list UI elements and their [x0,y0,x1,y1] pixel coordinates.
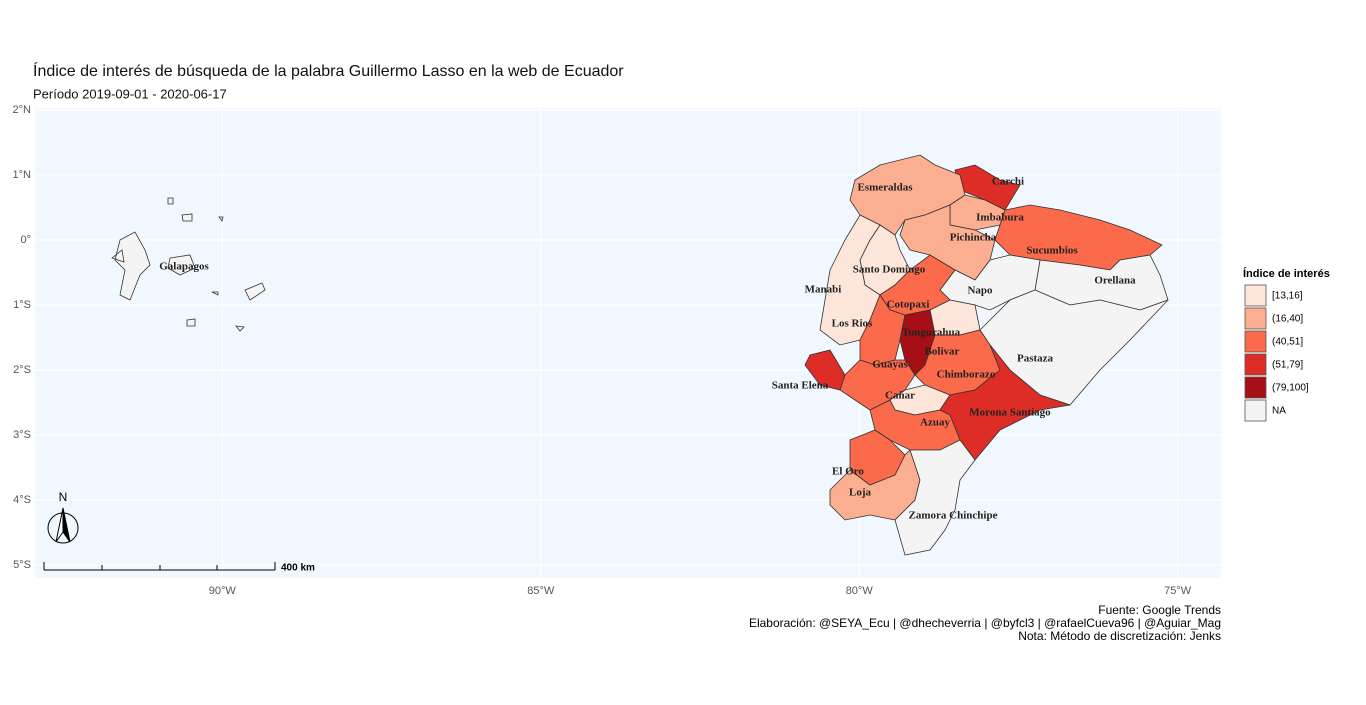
legend-label: NA [1272,406,1286,417]
x-tick-label: 75°W [1164,585,1192,597]
legend-label: (16,40] [1272,314,1303,325]
province-label: Esmeraldas [858,182,914,194]
legend-swatch [1244,330,1267,353]
y-tick-label: 3°S [13,429,31,441]
province-label: Pichincha [950,232,997,244]
y-tick-label: 1°S [13,299,31,311]
north-label: N [59,490,68,504]
legend-label: (40,51] [1272,337,1303,348]
legend-swatch [1244,353,1267,376]
caption-line: Nota: Método de discretización: Jenks [1018,629,1221,643]
province-label: Zamora Chinchipe [909,510,998,522]
province-label: Chimborazo [937,369,996,381]
province-label: Manabi [805,284,842,296]
title: Índice de interés de búsqueda de la pala… [33,61,624,80]
province-label: Pastaza [1017,353,1054,365]
scale-bar-label: 400 km [281,563,315,574]
province-label: El Oro [832,466,864,478]
province-label: Orellana [1094,275,1136,287]
caption-line: Fuente: Google Trends [1098,603,1221,617]
y-tick-label: 1°N [13,169,32,181]
scale-bar [43,562,276,571]
province-label: Morona Santiago [969,407,1051,419]
province-label: Azuay [920,417,950,429]
province-shape [804,349,846,391]
province-label: Loja [849,487,872,499]
province-label: Bolivar [925,346,960,358]
y-tick-label: 2°S [13,364,31,376]
province-label: Los Rios [832,318,873,330]
y-tick-label: 4°S [13,494,31,506]
legend-swatch [1244,307,1267,330]
province-shape [894,439,976,556]
legend-swatch [1244,284,1267,307]
y-tick-label: 5°S [13,559,31,571]
province-label: Sucumbios [1026,245,1078,257]
province-label: Cañar [885,390,915,402]
caption-line: Elaboración: @SEYA_Ecu | @dhecheverria |… [749,616,1221,630]
subtitle: Período 2019-09-01 - 2020-06-17 [33,86,227,101]
province-label: Guayas [872,359,908,371]
x-tick-label: 90°W [209,585,237,597]
legend-swatch [1244,399,1267,422]
x-tick-label: 85°W [527,585,555,597]
y-tick-label: 0° [20,234,31,246]
province-label: Carchi [992,176,1024,188]
province-label: Imbabura [976,212,1024,224]
province-label: Santa Elena [772,380,829,392]
province-label: Cotopaxi [887,299,930,311]
legend-title: Índice de interés [1243,267,1330,280]
province-shape [111,197,266,332]
legend-label: (79,100] [1272,383,1309,394]
province-label: Galapagos [159,261,209,273]
province-label: Tungurahua [902,327,961,339]
north-arrow [47,507,79,544]
legend-label: [13,16] [1272,291,1303,302]
legend-label: (51,79] [1272,360,1303,371]
province-label: Santo Domingo [853,264,926,276]
province-label: Napo [967,285,993,297]
x-tick-label: 80°W [846,585,874,597]
y-tick-label: 2°N [13,104,32,116]
legend-swatch [1244,376,1267,399]
